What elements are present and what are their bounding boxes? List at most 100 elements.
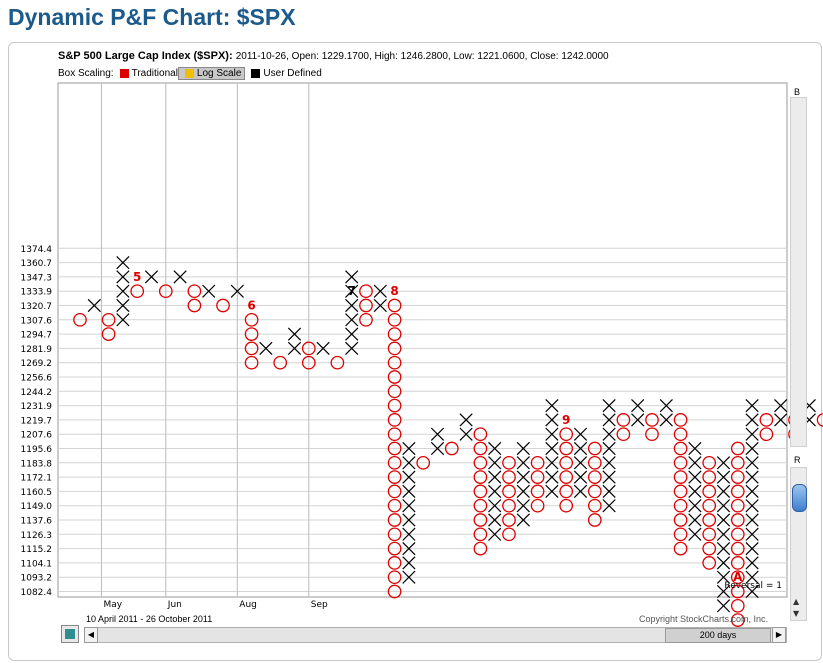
x-box [602, 484, 616, 499]
zoom-range-slider[interactable]: 200 days [665, 628, 771, 643]
x-box [259, 341, 273, 356]
o-box [530, 498, 545, 513]
o-box [673, 527, 688, 542]
x-box [716, 556, 731, 570]
o-box [387, 584, 402, 599]
o-box [330, 355, 345, 370]
x-box [402, 513, 416, 527]
x-box [688, 441, 702, 456]
scroll-down-arrow-icon[interactable]: ▼ [793, 609, 800, 618]
o-box [244, 312, 259, 327]
o-box [816, 413, 823, 427]
x-box [116, 298, 130, 313]
x-box [116, 255, 130, 270]
o-box [244, 341, 259, 356]
x-box [345, 270, 359, 284]
o-box [616, 427, 631, 442]
x-box [488, 527, 502, 541]
x-box [659, 398, 673, 413]
x-box [545, 484, 559, 499]
y-tick-label: 1149.0 [21, 502, 53, 512]
x-box [716, 599, 731, 613]
o-box [387, 398, 402, 413]
o-box [473, 455, 488, 470]
o-box [530, 470, 545, 484]
x-box [402, 570, 416, 584]
scroll-up-arrow-icon[interactable]: ▲ [793, 597, 800, 606]
vertical-scroll-thumb[interactable] [792, 484, 807, 512]
x-box [545, 456, 559, 470]
month-marker: 6 [247, 299, 255, 313]
y-tick-label: 1207.6 [21, 431, 53, 441]
x-box [345, 298, 359, 313]
x-box [516, 470, 530, 484]
x-box [116, 270, 130, 284]
x-box [716, 584, 731, 599]
o-box [473, 541, 488, 556]
o-box [244, 327, 259, 341]
scaling-option-label: User Defined [263, 68, 322, 79]
x-box [716, 499, 731, 513]
scaling-option-log[interactable]: Log Scale [177, 67, 246, 80]
top-vertical-scrollbar[interactable] [790, 97, 807, 447]
o-box [673, 455, 688, 470]
o-box [730, 541, 745, 556]
scroll-left-arrow-icon[interactable]: ◀ [84, 627, 98, 643]
o-box [702, 470, 717, 484]
x-box [116, 313, 130, 327]
o-box [673, 470, 688, 484]
x-box [716, 541, 731, 556]
scaling-option-user-defined[interactable]: User Defined [245, 68, 322, 79]
x-box [402, 484, 416, 499]
scaling-option-traditional[interactable]: Traditional [114, 68, 178, 79]
o-box [473, 441, 488, 456]
traditional-swatch [119, 69, 129, 78]
o-box [101, 327, 116, 341]
x-box [688, 484, 702, 499]
o-box [730, 441, 745, 456]
x-box [488, 470, 502, 484]
o-box [559, 470, 574, 484]
x-box [745, 556, 759, 570]
y-tick-label: 1115.2 [21, 545, 53, 555]
scroll-right-arrow-icon[interactable]: ▶ [772, 627, 786, 643]
o-box [387, 341, 402, 356]
x-box [287, 341, 302, 356]
o-box [559, 441, 574, 456]
index-name: S&P 500 Large Cap Index ($SPX): [58, 50, 233, 62]
x-box [316, 341, 330, 356]
x-tick-label: May [103, 600, 122, 610]
x-box [573, 427, 588, 441]
o-box [301, 355, 316, 370]
x-box [345, 327, 359, 341]
x-box [230, 284, 244, 298]
month-marker: 7 [348, 284, 356, 298]
x-box [116, 284, 130, 298]
x-box [745, 484, 759, 499]
x-box [516, 513, 530, 527]
o-box [502, 513, 516, 527]
chart-header: S&P 500 Large Cap Index ($SPX): 2011-10-… [58, 50, 609, 62]
o-box [702, 513, 717, 527]
y-tick-label: 1126.3 [21, 531, 53, 541]
x-box [745, 527, 759, 541]
x-box [545, 413, 559, 427]
x-box [745, 584, 759, 599]
o-box [359, 298, 373, 313]
o-box [158, 284, 173, 299]
x-box [488, 441, 502, 456]
x-box [573, 456, 588, 470]
chart-toggle-button[interactable] [61, 625, 79, 643]
o-box [673, 541, 688, 556]
o-box [616, 413, 631, 427]
scaling-option-label: Log Scale [196, 68, 242, 79]
x-box [373, 298, 387, 313]
month-marker: 9 [562, 413, 570, 427]
x-box [402, 470, 416, 484]
x-box [545, 470, 559, 484]
x-box [602, 413, 616, 427]
o-box [759, 413, 774, 427]
o-box [645, 427, 659, 442]
o-box [387, 327, 402, 341]
